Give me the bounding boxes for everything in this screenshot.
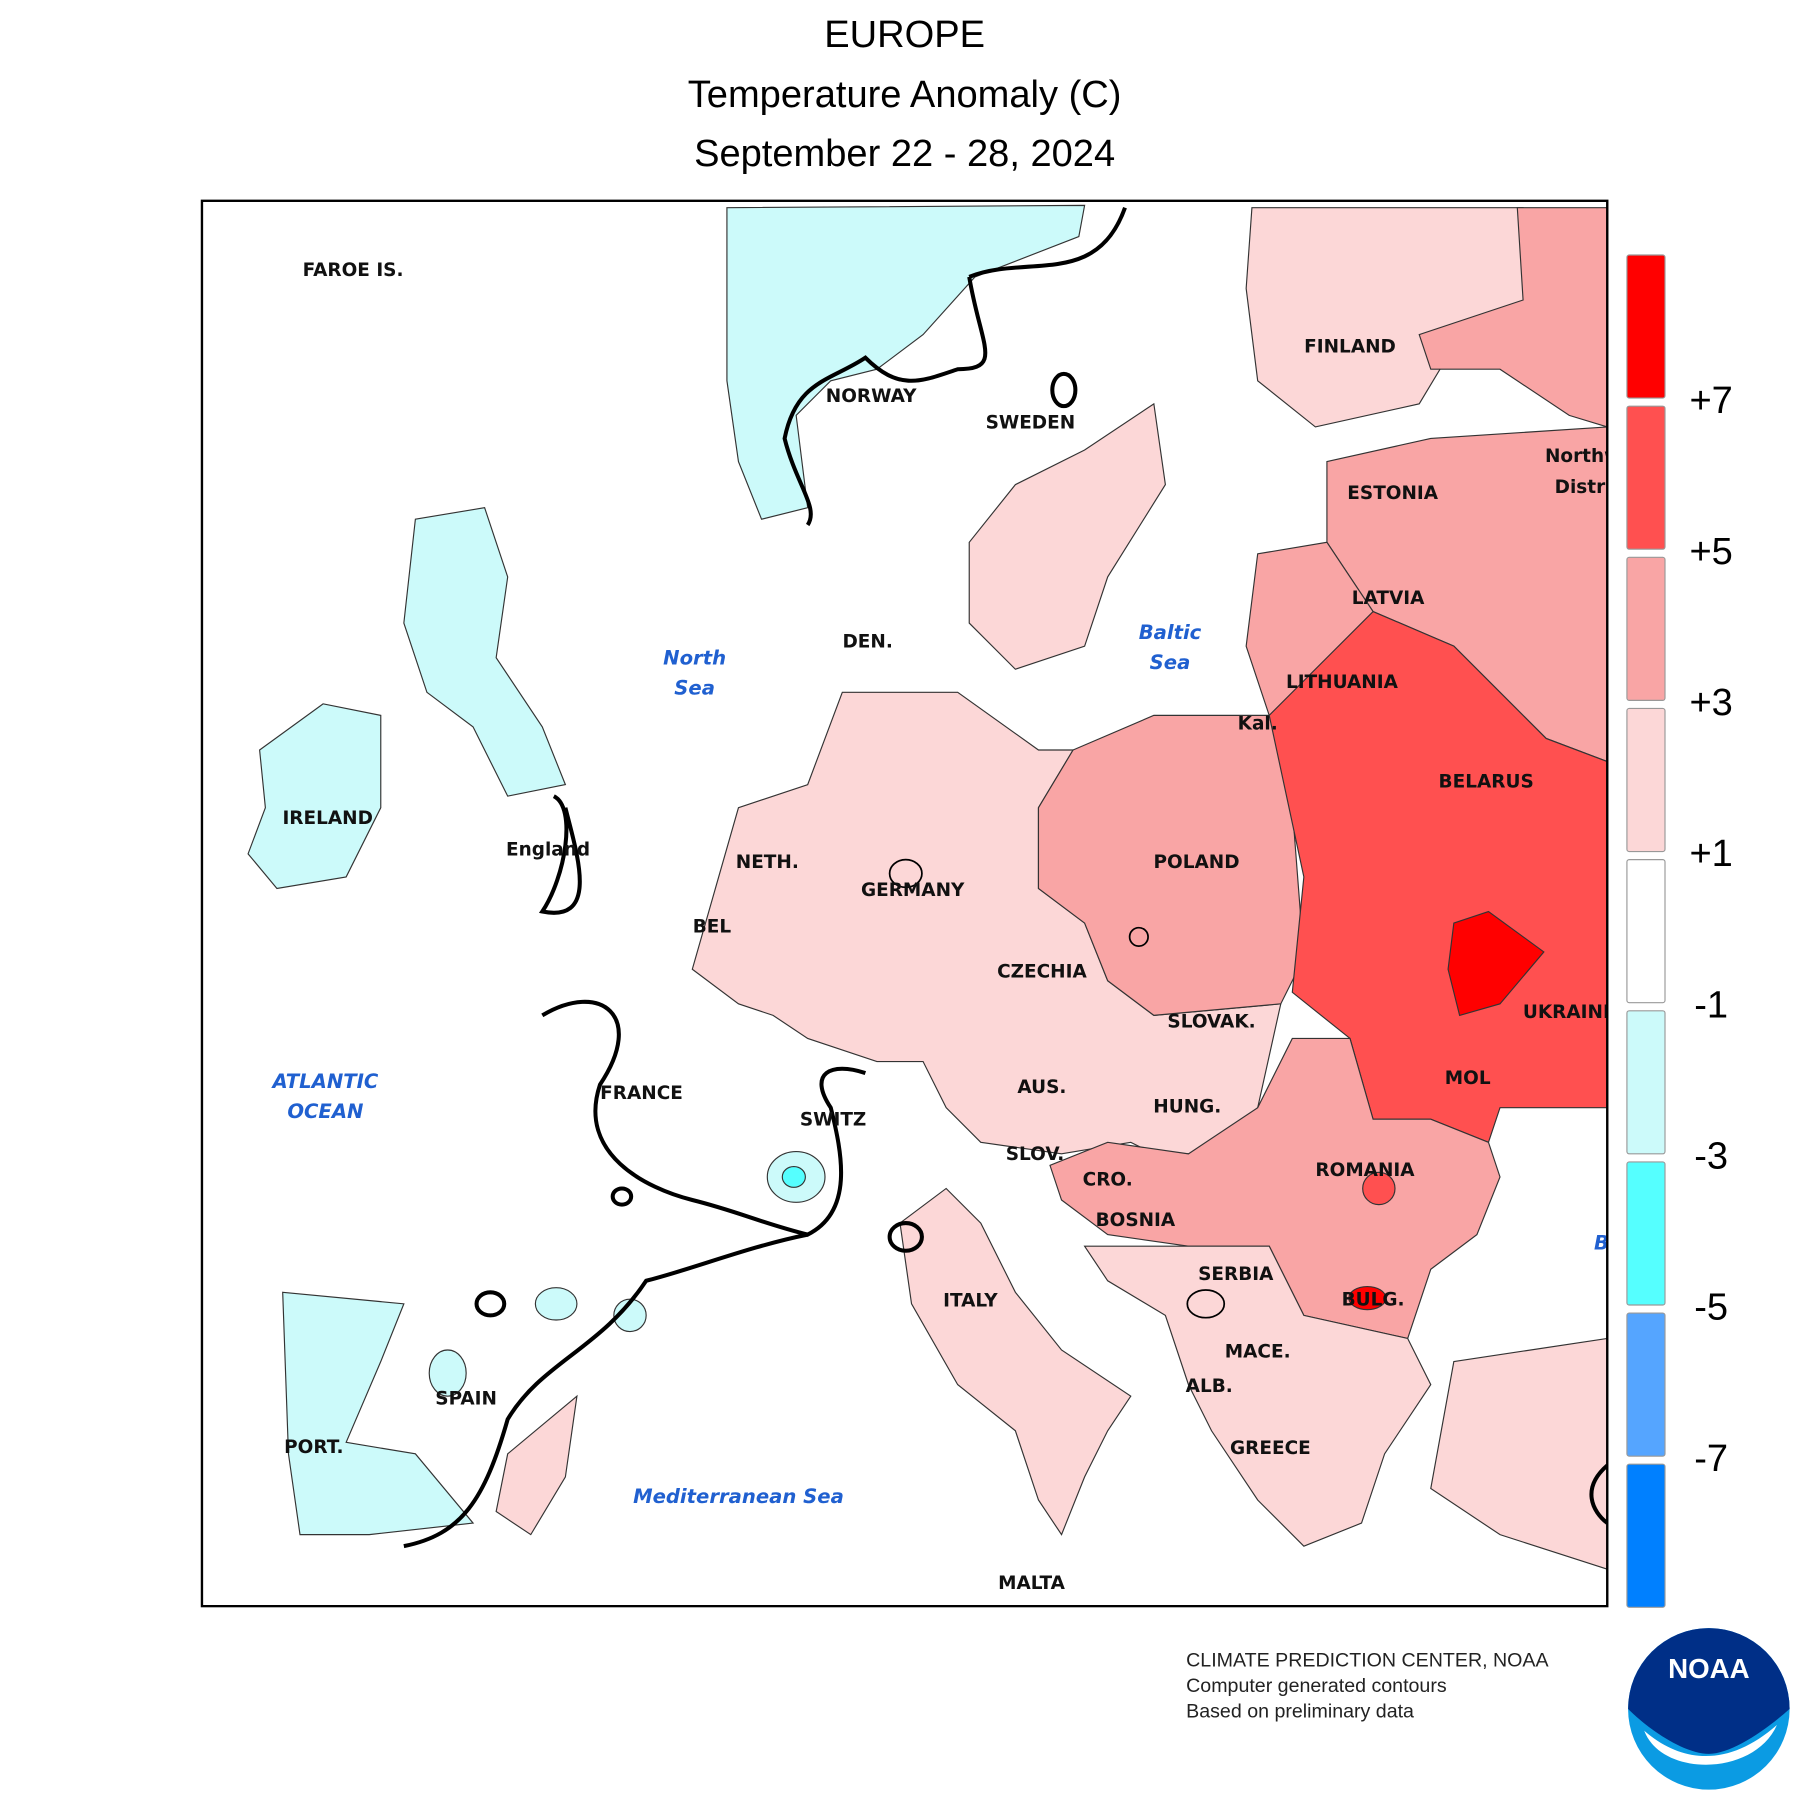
legend-swatch xyxy=(1626,556,1666,701)
subtitle: Temperature Anomaly (C) xyxy=(688,74,1122,116)
country-label: BOSNIA xyxy=(1096,1210,1176,1231)
map-labels: FAROE IS. NORWAY SWEDEN FINLAND ESTONIA LATVI… xyxy=(270,260,1621,1594)
country-label: MALTA xyxy=(998,1573,1066,1594)
country-label: SLOVAK. xyxy=(1167,1011,1255,1032)
legend-swatch xyxy=(1626,859,1666,1004)
country-label: BEL xyxy=(693,917,732,938)
legend-label: -5 xyxy=(1694,1287,1728,1329)
contours xyxy=(201,200,1608,1607)
country-label: Northw xyxy=(1545,446,1621,467)
country-label: HUNG. xyxy=(1153,1097,1221,1118)
country-label: MOL xyxy=(1445,1068,1491,1089)
legend-label: -3 xyxy=(1694,1136,1728,1178)
credit-line: Computer generated contours xyxy=(1186,1675,1447,1697)
country-label: LATVIA xyxy=(1352,588,1425,609)
legend-label: +1 xyxy=(1689,833,1732,875)
country-label: Kal. xyxy=(1238,714,1278,735)
country-label: DEN. xyxy=(842,632,892,653)
country-label: GERMANY xyxy=(861,880,965,901)
country-label: UKRAINE xyxy=(1523,1002,1616,1023)
sea-label: Sea xyxy=(674,676,715,699)
sea-label: OCEAN xyxy=(287,1100,363,1123)
sea-label: North xyxy=(663,646,726,669)
noaa-logo: NOAA xyxy=(1628,1628,1790,1790)
logo-text: NOAA xyxy=(1668,1653,1750,1684)
sea-label: Sea xyxy=(1150,651,1191,674)
country-label: AUS. xyxy=(1017,1077,1066,1098)
country-label: ALB. xyxy=(1186,1376,1233,1397)
legend-label: -7 xyxy=(1694,1438,1728,1480)
country-label: GREECE xyxy=(1230,1438,1311,1459)
country-label: SERBIA xyxy=(1198,1264,1274,1285)
country-label: FINLAND xyxy=(1304,336,1396,357)
anomaly-regions xyxy=(247,204,1608,1570)
map-frame xyxy=(200,199,1609,1608)
country-label: Distri xyxy=(1555,477,1612,498)
country-label: FAROE IS. xyxy=(303,260,404,281)
country-label: BELARUS xyxy=(1439,771,1534,792)
legend-swatch xyxy=(1626,1312,1666,1457)
country-label: England xyxy=(506,839,590,860)
country-label: BULG. xyxy=(1342,1289,1405,1310)
legend-swatch xyxy=(1626,1161,1666,1306)
legend-swatch xyxy=(1626,1463,1666,1608)
legend-label: -1 xyxy=(1694,984,1728,1026)
country-label: MACE. xyxy=(1225,1341,1291,1362)
sea-label: ATLANTIC xyxy=(270,1070,378,1093)
country-label: ITALY xyxy=(943,1291,998,1312)
country-label: FRANCE xyxy=(600,1083,683,1104)
sea-label: Baltic xyxy=(1139,621,1202,644)
country-label: CRO. xyxy=(1083,1169,1133,1190)
sea-label: B xyxy=(1594,1231,1609,1254)
legend-label: +7 xyxy=(1689,380,1732,422)
country-label: ESTONIA xyxy=(1347,483,1438,504)
title: EUROPE xyxy=(824,14,985,56)
date-range: September 22 - 28, 2024 xyxy=(694,133,1115,175)
country-label: NETH. xyxy=(736,852,799,873)
country-label: IRELAND xyxy=(282,808,372,829)
country-label: SWITZ xyxy=(800,1109,866,1130)
country-label: SWEDEN xyxy=(986,412,1076,433)
legend-swatch xyxy=(1626,254,1666,399)
country-label: PORT. xyxy=(284,1437,343,1458)
country-label: LITHUANIA xyxy=(1286,672,1399,693)
country-label: ROMANIA xyxy=(1315,1160,1415,1181)
country-label: CZECHIA xyxy=(997,962,1087,983)
legend-swatch xyxy=(1626,707,1666,853)
legend-label: +3 xyxy=(1689,682,1732,724)
legend-swatch xyxy=(1626,1010,1666,1155)
country-label: SLOV. xyxy=(1006,1144,1065,1165)
country-label: POLAND xyxy=(1154,852,1240,873)
credit-line: Based on preliminary data xyxy=(1186,1700,1414,1722)
credit-line: CLIMATE PREDICTION CENTER, NOAA xyxy=(1186,1650,1549,1672)
map: FAROE IS. NORWAY SWEDEN FINLAND ESTONIA LATVI… xyxy=(201,200,1621,1607)
country-label: SPAIN xyxy=(435,1389,497,1410)
country-label: NORWAY xyxy=(826,386,917,407)
legend-label: +5 xyxy=(1689,531,1732,573)
sea-label: Mediterranean Sea xyxy=(633,1485,844,1508)
legend-swatch xyxy=(1626,405,1666,550)
legend: +7 +5 +3 +1 -1 -3 -5 -7 xyxy=(1626,254,1733,1608)
